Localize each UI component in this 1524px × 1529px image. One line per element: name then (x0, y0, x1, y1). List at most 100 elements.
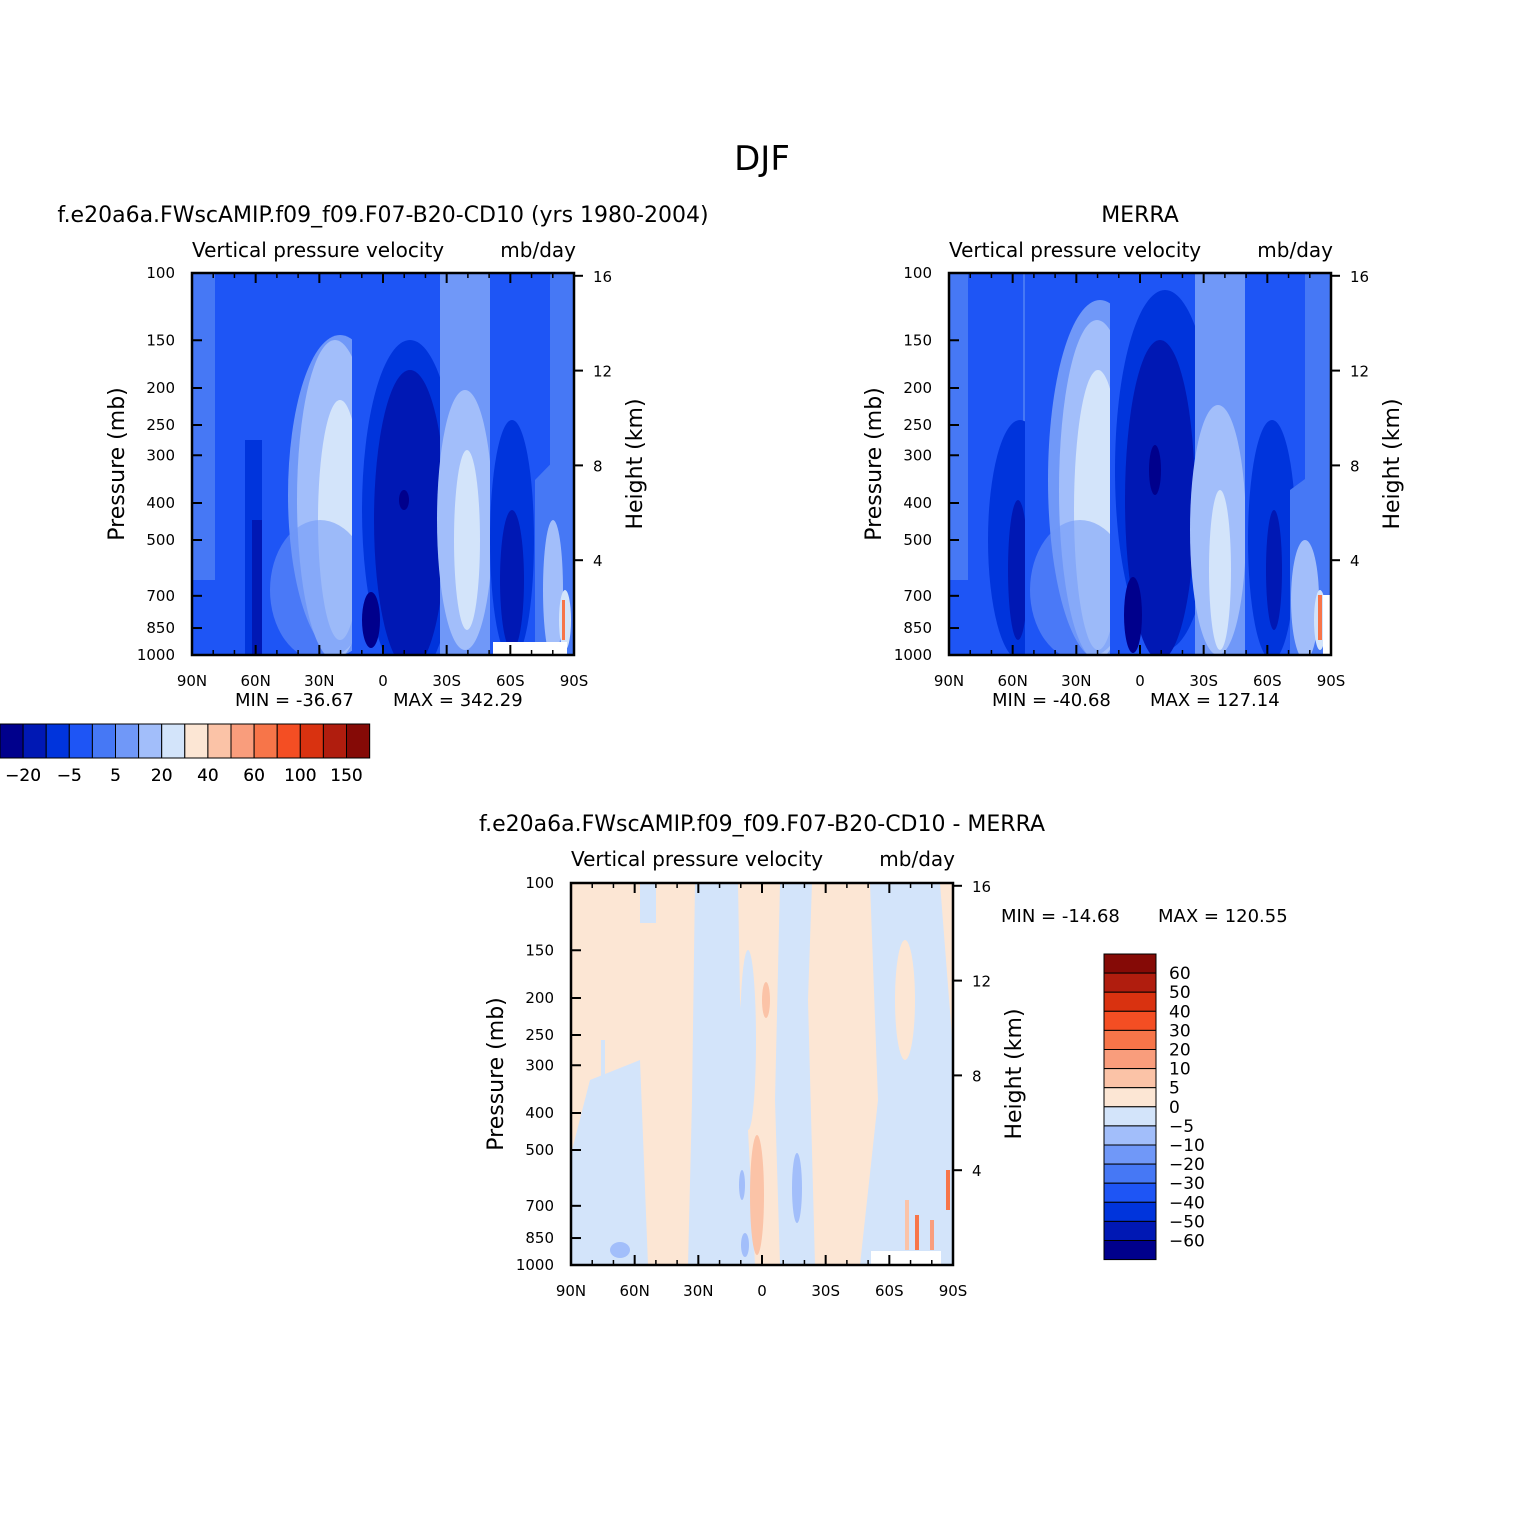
x-tick-label: 30S (432, 672, 461, 690)
y-tick-label: 400 (903, 494, 932, 512)
panel-title: f.e20a6a.FWscAMIP.f09_f09.F07-B20-CD10 -… (479, 812, 1045, 837)
y2-axis-title: Height (km) (1380, 398, 1405, 529)
axis-ticks: 90N 60N 30N 0 30S 60S 90S 100 150 200 250 300 400 500… (516, 874, 991, 1300)
units-label: mb/day (500, 238, 576, 262)
panel-model: f.e20a6a.FWscAMIP.f09_f09.F07-B20-CD10 (… (0, 203, 709, 786)
y2-axis-title: Height (km) (1002, 1008, 1027, 1139)
y-tick-label: 300 (903, 446, 932, 464)
x-tick-label: 60S (1253, 672, 1282, 690)
y-tick-label: 150 (525, 941, 554, 959)
x-tick-label: 0 (378, 672, 388, 690)
colorbar-box (1103, 1049, 1157, 1070)
y-tick-label: 300 (525, 1056, 554, 1074)
y-tick-label: 250 (903, 416, 932, 434)
panel-obs: MERRA Vertical pressure velocity mb/day (0, 203, 1405, 786)
colorbar-label: −30 (1169, 1174, 1205, 1194)
y2-axis-title: Height (km) (623, 398, 648, 529)
y-tick-label: 700 (525, 1197, 554, 1215)
colorbar-box (253, 723, 278, 759)
y2-tick-label: 4 (972, 1162, 982, 1180)
colorbar-box (91, 723, 117, 759)
colorbar-box (45, 723, 70, 759)
units-label: mb/day (879, 847, 955, 871)
x-tick-label: 30N (1061, 672, 1091, 690)
colorbar-box (207, 723, 232, 759)
colorbar-label: 60 (243, 766, 265, 786)
colorbar-box (1103, 1029, 1157, 1051)
x-tick-label: 30N (683, 1282, 713, 1300)
y-tick-label: 850 (525, 1229, 554, 1247)
y-tick-label: 250 (525, 1026, 554, 1044)
colorbar-label: 60 (1169, 964, 1191, 984)
x-tick-label: 60N (241, 672, 271, 690)
colorbar-label: −20 (1169, 1155, 1205, 1175)
colorbar-label: 5 (110, 766, 121, 786)
colorbar-box (1103, 1144, 1157, 1165)
colorbar-label: 40 (197, 766, 219, 786)
colorbar-box (68, 723, 93, 759)
colorbar-box (1103, 1240, 1157, 1261)
colorbar-label: 20 (1169, 1041, 1191, 1061)
colorbar-box (1103, 1106, 1157, 1127)
colorbar-box (299, 723, 324, 759)
axis-ticks: 90N 60N 30N 0 30S 60S 90S 100 150 200 250 300 400 500… (894, 264, 1369, 690)
x-tick-label: 90S (939, 1282, 968, 1300)
colorbar-box (1103, 991, 1157, 1012)
y-tick-label: 150 (903, 331, 932, 349)
y-tick-label: 200 (525, 989, 554, 1007)
axis-ticks: 90N 60N 30N 0 30S 60S 90S 100 150 200 250 300 400 500… (137, 264, 612, 690)
x-tick-label: 90N (177, 672, 207, 690)
y2-tick-label: 8 (1350, 457, 1360, 475)
max-label: MAX = 127.14 (1150, 690, 1280, 711)
colorbar-label: 100 (284, 766, 316, 786)
colorbar-label: 0 (1169, 1098, 1180, 1118)
colorbar-label: 50 (1169, 983, 1191, 1003)
x-tick-label: 60S (496, 672, 525, 690)
colorbar-label: −5 (57, 766, 82, 786)
colorbar-label: 100 (284, 766, 316, 786)
x-tick-label: 90N (556, 1282, 586, 1300)
colorbar-label: 5 (1169, 1079, 1180, 1099)
colorbar-label: −60 (1169, 1232, 1205, 1252)
colorbar-box (1103, 1087, 1157, 1108)
colorbar-box (184, 723, 209, 759)
y-axis-title: Pressure (mb) (484, 997, 509, 1151)
colorbar-label: 5 (110, 766, 121, 786)
colorbar-box (1103, 953, 1157, 974)
colorbar-label: −20 (5, 766, 41, 786)
y2-tick-label: 16 (593, 268, 612, 286)
colorbar-box (161, 723, 186, 759)
panel-diff: f.e20a6a.FWscAMIP.f09_f09.F07-B20-CD10 -… (479, 812, 1288, 1300)
y-axis-title: Pressure (mb) (105, 387, 130, 541)
colorbar: −20 −5 5 20 40 60 100 150 (0, 723, 371, 786)
y-tick-label: 1000 (137, 646, 175, 664)
colorbar-label: −10 (1169, 1136, 1205, 1156)
colorbar-box (1103, 1010, 1157, 1031)
x-tick-label: 30S (811, 1282, 840, 1300)
y2-tick-label: 8 (593, 457, 603, 475)
y2-tick-label: 4 (1350, 552, 1360, 570)
y2-tick-label: 4 (593, 552, 603, 570)
y2-tick-label: 8 (972, 1067, 982, 1085)
y-tick-label: 200 (146, 379, 175, 397)
colorbar-label: 10 (1169, 1060, 1191, 1080)
y-tick-label: 300 (146, 446, 175, 464)
colorbar-label: 150 (330, 766, 362, 786)
colorbar-box (138, 723, 163, 759)
y-tick-label: 1000 (894, 646, 932, 664)
panel-title: MERRA (1101, 203, 1179, 228)
colorbar-box (1103, 1125, 1157, 1146)
x-tick-label: 90S (1317, 672, 1346, 690)
y2-tick-label: 12 (593, 363, 612, 381)
min-label: MIN = -36.67 (235, 690, 354, 711)
colorbar-box (276, 723, 301, 759)
y-tick-label: 500 (525, 1141, 554, 1159)
y2-tick-label: 12 (1350, 363, 1369, 381)
variable-label: Vertical pressure velocity (949, 238, 1201, 262)
y-tick-label: 100 (525, 874, 554, 892)
colorbar-box (230, 723, 255, 759)
y-tick-label: 700 (146, 587, 175, 605)
